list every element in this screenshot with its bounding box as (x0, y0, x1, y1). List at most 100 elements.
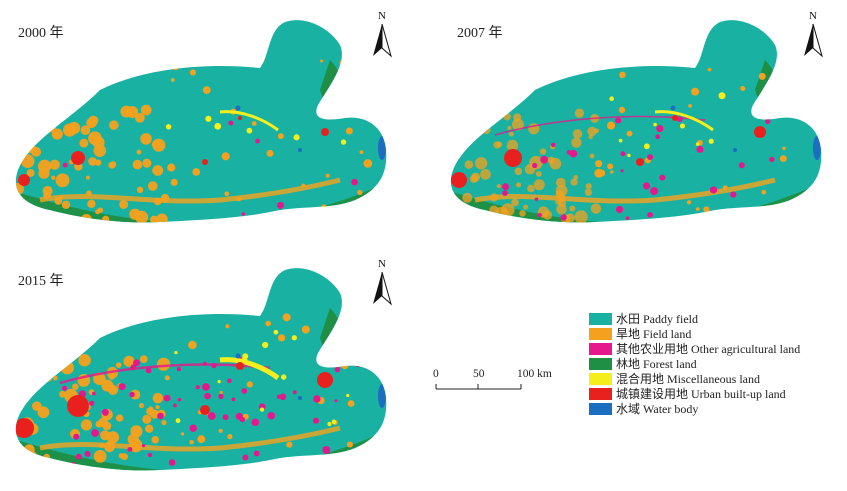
field-land-patch (21, 361, 28, 369)
field-land-patch (97, 207, 104, 213)
miscellaneous-land-patch (346, 393, 350, 398)
field-land-patch (703, 206, 710, 213)
urban-area (636, 158, 644, 166)
field-land-patch (619, 71, 626, 79)
field-land-patch (555, 177, 566, 188)
field-land-patch (33, 210, 45, 222)
field-land-patch (450, 127, 456, 138)
field-land-patch (496, 183, 501, 189)
field-land-patch (594, 128, 600, 134)
other-agricultural-patch (279, 393, 287, 401)
field-land-patch (189, 440, 194, 445)
field-land-patch (55, 173, 70, 188)
other-agricultural-patch (615, 205, 624, 214)
field-land-patch (496, 141, 503, 148)
field-land-patch (140, 104, 152, 116)
miscellaneous-land-patch (718, 92, 726, 100)
field-land-patch (363, 360, 369, 365)
field-land-patch (102, 215, 110, 223)
other-agricultural-patch (351, 178, 358, 186)
water-body (298, 396, 302, 400)
field-land-patch (43, 453, 51, 461)
legend-label: 林地 Forest land (616, 357, 697, 371)
field-land-patch (221, 152, 230, 161)
field-land-patch (87, 199, 96, 209)
other-agricultural-patch (89, 400, 95, 406)
miscellaneous-land-patch (331, 419, 337, 425)
scale-tick-100: 100 km (517, 368, 552, 380)
field-land-patch (53, 132, 61, 140)
field-land-patch (758, 72, 766, 80)
legend-label: 其他农业用地 Other agricultural land (616, 342, 801, 356)
field-land-patch (139, 355, 148, 363)
field-land-patch (266, 149, 274, 157)
other-agricultural-patch (231, 397, 236, 402)
other-agricultural-patch (163, 394, 171, 402)
miscellaneous-land-patch (214, 122, 222, 130)
field-land-patch (286, 441, 293, 448)
field-land-patch (282, 313, 291, 322)
field-land-patch (86, 117, 97, 129)
field-land-patch (167, 163, 176, 172)
legend-label: 水域 Water body (616, 402, 699, 416)
field-land-patch (15, 182, 24, 195)
field-land-patch (570, 178, 578, 186)
field-land-patch (453, 146, 461, 154)
field-land-band (39, 425, 341, 452)
field-land-patch (363, 159, 373, 168)
field-land-patch (115, 414, 124, 422)
other-agricultural-patch (141, 444, 146, 448)
other-agricultural-patch (251, 418, 260, 427)
field-land-patch (695, 207, 700, 211)
legend-item: 林地 Forest land (589, 356, 839, 371)
year-label-2015: 2015 年 (18, 274, 64, 289)
field-land-patch (63, 123, 77, 137)
other-agricultural-patch (129, 391, 135, 398)
other-agricultural-patch (253, 450, 260, 457)
legend-item: 旱地 Field land (589, 326, 839, 341)
field-land-patch (475, 122, 484, 130)
field-land-patch (347, 400, 355, 407)
map-panel-2015: 2015 年 N (0, 248, 410, 488)
field-land-patch (115, 362, 122, 368)
other-agricultural-patch (696, 145, 704, 153)
field-land-patch (142, 158, 152, 168)
field-land-patch (80, 419, 93, 431)
miscellaneous-land-patch (273, 329, 279, 335)
other-agricultural-patch (540, 155, 548, 164)
field-land-patch (132, 159, 143, 170)
field-land-patch (320, 204, 327, 211)
water-body (813, 136, 821, 160)
field-land-patch (142, 414, 152, 424)
field-land-patch (85, 175, 90, 180)
miscellaneous-land-patch (280, 374, 287, 380)
field-land-patch (197, 435, 206, 444)
other-agricultural-patch (267, 411, 275, 420)
other-agricultural-patch (313, 395, 321, 403)
other-agricultural-patch (569, 149, 578, 158)
field-land-patch (591, 64, 596, 68)
field-land-patch (15, 110, 18, 115)
field-land-patch (489, 205, 499, 215)
other-agricultural-patch (656, 124, 664, 133)
other-agricultural-patch (160, 413, 164, 417)
field-land-patch (17, 383, 29, 395)
other-agricultural-patch (615, 117, 622, 124)
field-land-patch (71, 383, 79, 391)
urban-area (672, 115, 678, 121)
field-land-patch (170, 78, 175, 82)
field-land-patch (43, 115, 56, 128)
miscellaneous-land-patch (708, 138, 714, 144)
field-land-patch (15, 457, 22, 471)
field-land-patch (15, 155, 19, 163)
field-land-patch (707, 67, 712, 72)
other-agricultural-patch (765, 118, 771, 124)
field-land-patch (145, 424, 154, 433)
miscellaneous-land-patch (246, 127, 253, 134)
field-land-patch (156, 213, 168, 223)
field-land-patch (450, 133, 458, 144)
water-body (235, 105, 241, 111)
field-land-patch (506, 139, 519, 152)
north-arrow-icon: N (370, 258, 394, 306)
field-land-patch (138, 402, 145, 409)
